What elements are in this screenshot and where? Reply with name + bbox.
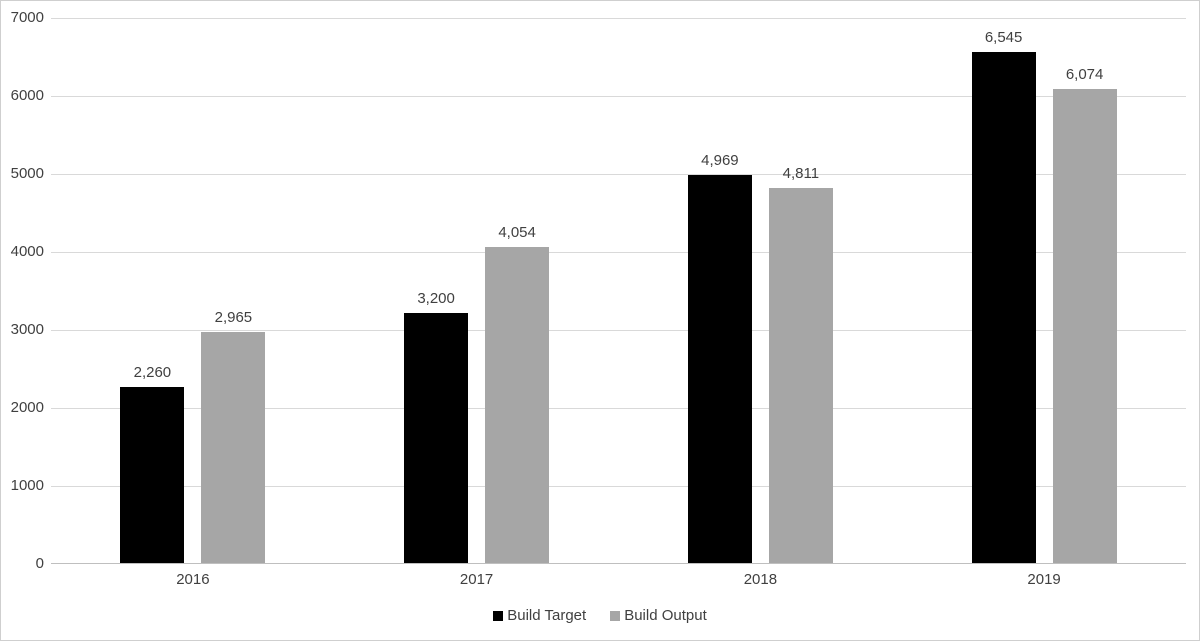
y-tick-label: 0 — [35, 555, 44, 572]
gridline — [51, 96, 1186, 97]
gridline — [51, 174, 1186, 175]
gridline — [51, 408, 1186, 409]
data-label: 6,074 — [1065, 66, 1104, 83]
data-label: 2,260 — [133, 364, 172, 381]
bar-build-output — [485, 247, 550, 563]
bar-build-output — [201, 332, 266, 563]
bar-build-target — [687, 175, 752, 563]
legend: Build Target Build Output — [1, 607, 1199, 624]
x-tick-label: 2019 — [1027, 571, 1061, 588]
gridline — [51, 252, 1186, 253]
y-tick-label: 2000 — [10, 399, 44, 416]
gridline — [51, 486, 1186, 487]
plot-area: 2,260 2,965 3,200 4,054 4,969 4,811 6,545 6,074 — [51, 18, 1186, 564]
data-label: 4,811 — [782, 165, 820, 182]
legend-label: Build Output — [624, 607, 707, 624]
gridline — [51, 18, 1186, 19]
bar-build-target — [404, 313, 469, 563]
bar-build-target — [971, 52, 1036, 563]
x-tick-label: 2017 — [459, 571, 494, 588]
bar-build-output — [1052, 89, 1117, 563]
legend-item-build-output: Build Output — [610, 607, 707, 624]
data-label: 4,969 — [701, 152, 739, 169]
x-axis-line — [51, 563, 1186, 564]
legend-item-build-target: Build Target — [493, 607, 586, 624]
y-tick-label: 7000 — [10, 9, 44, 26]
data-label: 6,545 — [984, 29, 1023, 46]
y-tick-label: 1000 — [10, 477, 44, 494]
y-tick-label: 3000 — [10, 321, 44, 338]
gridline — [51, 330, 1186, 331]
bar-build-target — [120, 387, 185, 563]
x-tick-label: 2016 — [176, 571, 210, 588]
data-label: 4,054 — [498, 224, 536, 241]
y-tick-label: 6000 — [10, 87, 44, 104]
y-tick-label: 5000 — [10, 165, 44, 182]
legend-swatch-icon — [493, 610, 504, 621]
legend-swatch-icon — [610, 610, 621, 621]
legend-label: Build Target — [507, 607, 587, 624]
data-label: 2,965 — [214, 309, 253, 326]
y-tick-label: 4000 — [10, 243, 44, 260]
x-tick-label: 2018 — [743, 571, 778, 588]
data-label: 3,200 — [417, 290, 455, 307]
bar-build-output — [768, 188, 833, 563]
